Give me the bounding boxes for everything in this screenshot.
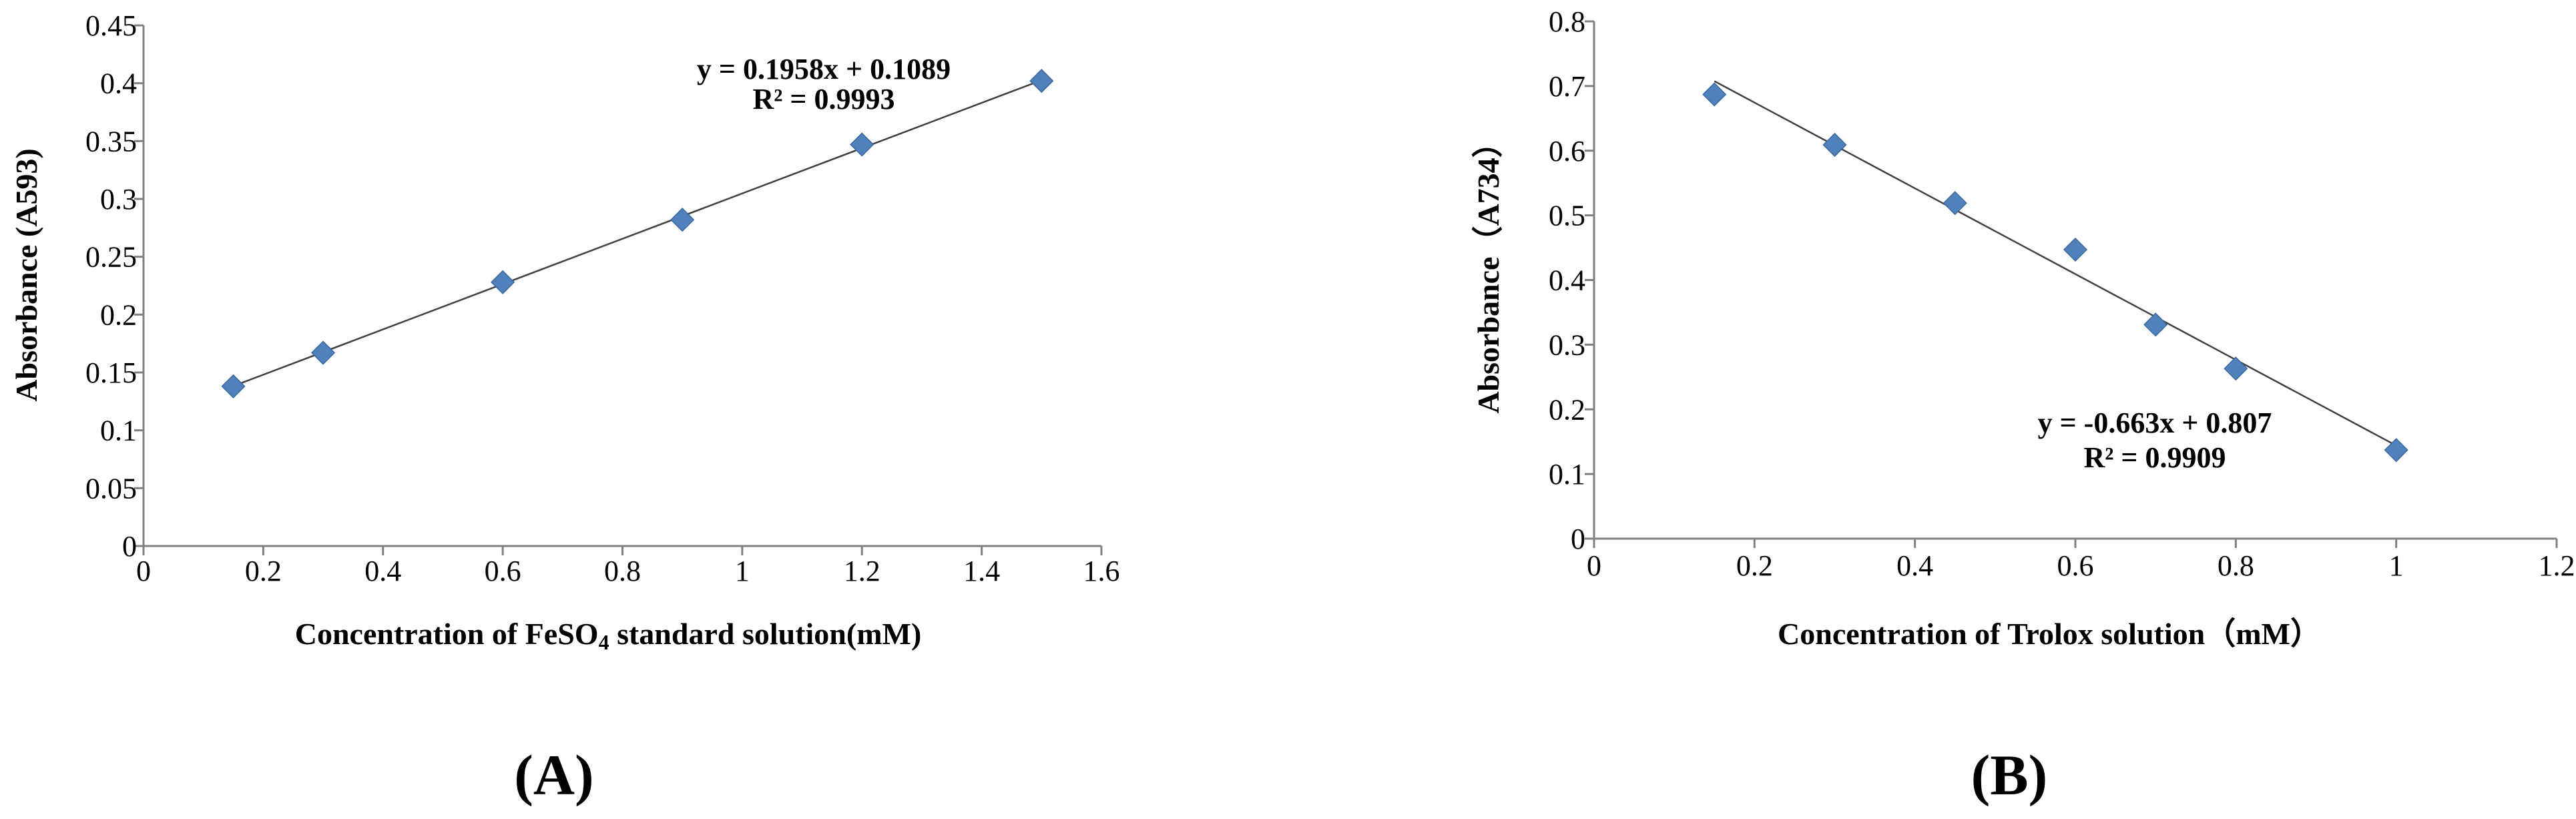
y-tick-label-b: 0.4 <box>1549 264 1585 297</box>
trendline-b <box>1714 80 2397 447</box>
x-tick-label-a: 0 <box>136 555 151 587</box>
y-tick-label-a: 0.35 <box>85 125 137 158</box>
y-tick-label-a: 0.15 <box>85 356 137 389</box>
panel-label-a: (A) <box>514 743 593 807</box>
y-tick-label-a: 0.1 <box>100 415 137 447</box>
x-tick-label-b: 0.8 <box>2218 549 2254 582</box>
x-tick-label-a: 1 <box>735 555 750 587</box>
panel-label-b: (B) <box>1971 743 2048 807</box>
y-tick-label-b: 0.8 <box>1549 5 1585 38</box>
x-tick-label-b: 0.2 <box>1736 549 1773 582</box>
data-point-b <box>2143 312 2168 337</box>
y-tick-label-b: 0.1 <box>1549 458 1585 491</box>
data-point-b <box>1943 191 1967 216</box>
x-tick-label-b: 0.4 <box>1896 549 1933 582</box>
data-point-b <box>2063 237 2088 262</box>
r-squared-b: R² = 0.9909 <box>2083 441 2226 474</box>
y-tick-label-a: 0.3 <box>100 183 137 216</box>
x-tick-label-a: 1.2 <box>844 555 880 587</box>
chart-panel-b: Concentration of Trolox solution（mM） Abs… <box>1471 5 2575 807</box>
chart-panel-a: Concentration of FeSO4 standard solution… <box>9 9 1120 807</box>
y-tick-label-b: 0.5 <box>1549 200 1585 232</box>
x-axis-title-a: Concentration of FeSO4 standard solution… <box>295 617 922 654</box>
y-tick-label-a: 0.45 <box>85 9 137 42</box>
data-point-b <box>1822 132 1847 158</box>
y-tick-label-a: 0.05 <box>85 472 137 505</box>
y-axis-title-b: Absorbance（A734） <box>1471 127 1505 413</box>
y-tick-label-b: 0.6 <box>1549 135 1585 168</box>
x-tick-label-b: 0 <box>1587 549 1601 582</box>
trendline-equation-b: y = -0.663x + 0.807 <box>2038 406 2272 439</box>
x-tick-label-a: 0.4 <box>364 555 401 587</box>
r-squared-a: R² = 0.9993 <box>752 83 894 115</box>
y-tick-label-b: 0.7 <box>1549 70 1585 103</box>
y-tick-label-b: 0 <box>1571 523 1585 555</box>
data-point-a <box>491 270 515 294</box>
data-point-a <box>221 374 246 398</box>
y-tick-label-a: 0.25 <box>85 241 137 274</box>
x-tick-label-a: 1.4 <box>963 555 1000 587</box>
y-tick-label-a: 0 <box>122 530 137 563</box>
x-tick-label-b: 1.2 <box>2539 549 2575 582</box>
data-point-b <box>2224 356 2248 381</box>
data-point-a <box>311 340 336 365</box>
y-tick-label-a: 0.2 <box>100 298 137 331</box>
data-point-b <box>2384 438 2408 463</box>
data-point-b <box>1702 82 1727 107</box>
trendline-equation-a: y = 0.1958x + 0.1089 <box>697 53 951 85</box>
x-tick-label-b: 0.6 <box>2057 549 2094 582</box>
x-axis-title-b: Concentration of Trolox solution（mM） <box>1778 617 2321 651</box>
trendline-a <box>233 79 1042 387</box>
x-tick-label-b: 1 <box>2389 549 2404 582</box>
x-tick-label-a: 0.8 <box>604 555 641 587</box>
data-point-a <box>1029 69 1054 93</box>
x-tick-label-a: 0.6 <box>485 555 521 587</box>
y-tick-label-a: 0.4 <box>100 67 137 100</box>
y-tick-label-b: 0.3 <box>1549 328 1585 361</box>
y-tick-label-b: 0.2 <box>1549 393 1585 426</box>
data-point-a <box>670 208 695 232</box>
x-tick-label-a: 1.6 <box>1083 555 1120 587</box>
y-axis-title-a: Absorbance (A593) <box>9 148 43 401</box>
x-tick-label-a: 0.2 <box>245 555 282 587</box>
data-point-a <box>850 132 874 157</box>
